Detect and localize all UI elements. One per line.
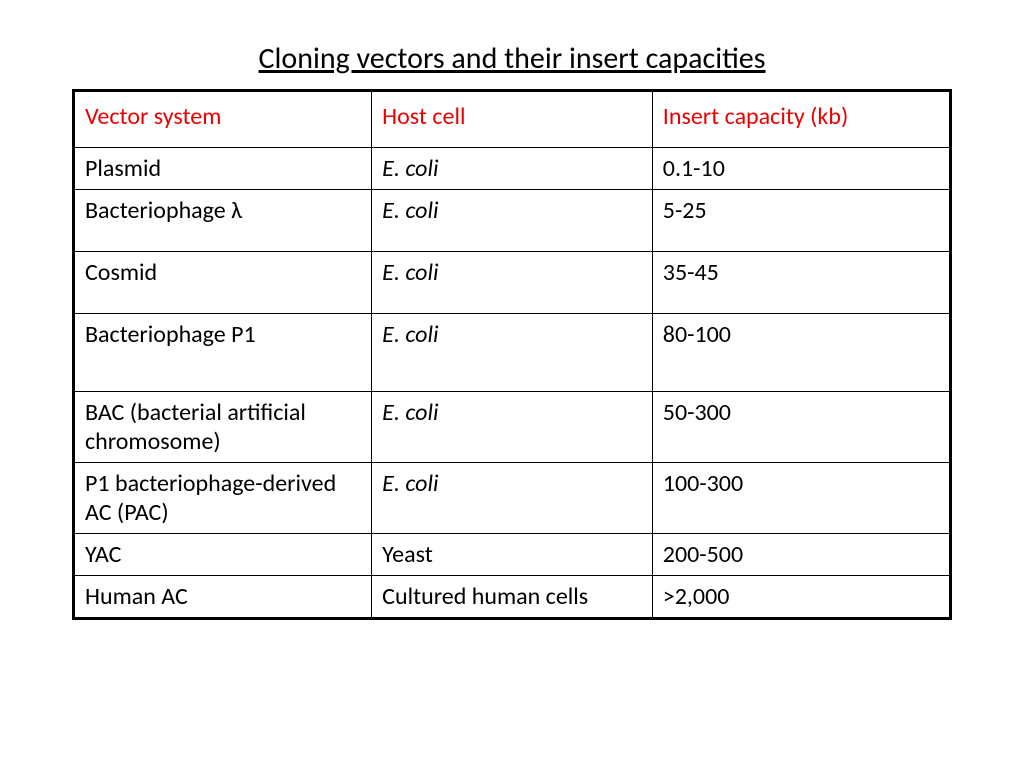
cell-capacity: 200-500 xyxy=(652,534,950,576)
slide-title: Cloning vectors and their insert capacit… xyxy=(72,40,952,77)
cell-capacity: 35-45 xyxy=(652,252,950,314)
cell-capacity: 50-300 xyxy=(652,392,950,463)
table-row: Bacteriophage P1E. coli80-100 xyxy=(74,314,951,392)
table-body: PlasmidE. coli0.1-10Bacteriophage λE. co… xyxy=(74,148,951,619)
table-row: Bacteriophage λE. coli5-25 xyxy=(74,190,951,252)
col-header-vector: Vector system xyxy=(74,91,372,148)
table-header-row: Vector system Host cell Insert capacity … xyxy=(74,91,951,148)
table-row: CosmidE. coli35-45 xyxy=(74,252,951,314)
table-row: P1 bacteriophage-derived AC (PAC)E. coli… xyxy=(74,463,951,534)
table-row: BAC (bacterial artificial chromosome)E. … xyxy=(74,392,951,463)
cell-vector: Bacteriophage P1 xyxy=(74,314,372,392)
cell-vector: BAC (bacterial artificial chromosome) xyxy=(74,392,372,463)
table-row: Human ACCultured human cells>2,000 xyxy=(74,576,951,619)
cell-host: E. coli xyxy=(372,190,653,252)
cell-capacity: 5-25 xyxy=(652,190,950,252)
cell-vector: Bacteriophage λ xyxy=(74,190,372,252)
slide: Cloning vectors and their insert capacit… xyxy=(0,0,1024,660)
cell-host: E. coli xyxy=(372,148,653,190)
cell-host: E. coli xyxy=(372,314,653,392)
table-row: YACYeast200-500 xyxy=(74,534,951,576)
cell-vector: Human AC xyxy=(74,576,372,619)
cell-capacity: 0.1-10 xyxy=(652,148,950,190)
cell-vector: Plasmid xyxy=(74,148,372,190)
cell-host: E. coli xyxy=(372,463,653,534)
vectors-table: Vector system Host cell Insert capacity … xyxy=(72,89,952,620)
col-header-cap: Insert capacity (kb) xyxy=(652,91,950,148)
cell-host: E. coli xyxy=(372,392,653,463)
cell-host: Yeast xyxy=(372,534,653,576)
cell-vector: P1 bacteriophage-derived AC (PAC) xyxy=(74,463,372,534)
cell-host: Cultured human cells xyxy=(372,576,653,619)
col-header-host: Host cell xyxy=(372,91,653,148)
cell-capacity: 100-300 xyxy=(652,463,950,534)
cell-capacity: 80-100 xyxy=(652,314,950,392)
cell-host: E. coli xyxy=(372,252,653,314)
table-row: PlasmidE. coli0.1-10 xyxy=(74,148,951,190)
cell-vector: YAC xyxy=(74,534,372,576)
cell-capacity: >2,000 xyxy=(652,576,950,619)
cell-vector: Cosmid xyxy=(74,252,372,314)
